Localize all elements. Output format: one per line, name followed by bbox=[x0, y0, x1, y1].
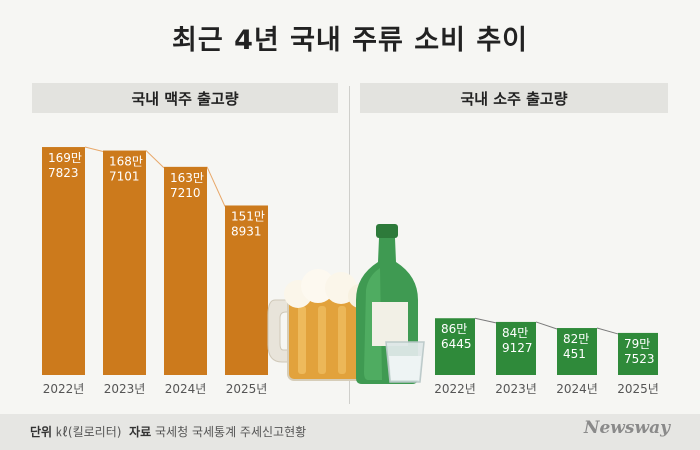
beer-bar-label: 168만 bbox=[109, 155, 143, 169]
beer-year-label: 2022년 bbox=[43, 382, 85, 396]
beer-year-label: 2025년 bbox=[226, 382, 268, 396]
beer-bar-label: 151만 bbox=[231, 209, 265, 223]
soju-bar-label: 7523 bbox=[624, 352, 655, 366]
panel-divider bbox=[349, 86, 350, 404]
beer-bar-label: 169만 bbox=[48, 151, 82, 165]
soju-bar-label: 82만 bbox=[563, 332, 589, 346]
beer-year-label: 2023년 bbox=[104, 382, 146, 396]
beer-trend-segment bbox=[206, 166, 226, 207]
soju-bar-label: 86만 bbox=[441, 322, 467, 336]
soju-bar bbox=[618, 332, 658, 375]
beer-bar bbox=[103, 150, 146, 375]
soju-year-label: 2025년 bbox=[617, 382, 659, 396]
soju-chart-title: 국내 소주 출고량 bbox=[360, 83, 668, 113]
beer-bar-label: 7210 bbox=[170, 186, 201, 200]
footer-bar bbox=[0, 414, 700, 450]
soju-trend-segment bbox=[596, 327, 619, 335]
soju-trend-segment bbox=[535, 321, 558, 330]
soju-year-label: 2022년 bbox=[434, 382, 476, 396]
beer-mug-icon bbox=[267, 269, 374, 381]
soju-bar-label: 84만 bbox=[502, 326, 528, 340]
beer-bar bbox=[164, 166, 207, 375]
beer-bar-label: 163만 bbox=[170, 171, 204, 185]
beer-chart-title: 국내 맥주 출고량 bbox=[32, 83, 338, 113]
beer-bar bbox=[42, 147, 85, 375]
soju-trend-segment bbox=[474, 317, 497, 324]
soju-bar bbox=[557, 328, 597, 375]
newsway-logo: Newsway bbox=[583, 418, 670, 438]
unit-label: 단위 bbox=[30, 425, 53, 439]
beer-trend-segment bbox=[84, 146, 104, 153]
source-label: 자료 bbox=[129, 425, 152, 439]
page-title: 최근 4년 국내 주류 소비 추이 bbox=[171, 25, 529, 56]
soju-bar bbox=[435, 318, 475, 375]
soju-bar-label: 6445 bbox=[441, 337, 472, 351]
soju-bar-label: 79만 bbox=[624, 337, 650, 351]
soju-bar-label: 9127 bbox=[502, 341, 533, 355]
beer-bar bbox=[225, 205, 268, 375]
soju-bar-label: 451 bbox=[563, 347, 586, 361]
source-value: 국세청 국세통계 주세신고현황 bbox=[155, 425, 307, 439]
beer-year-label: 2024년 bbox=[165, 382, 207, 396]
beer-bar-label: 7823 bbox=[48, 166, 79, 180]
beer-trend-segment bbox=[145, 150, 165, 169]
beer-bar-label: 7101 bbox=[109, 170, 140, 184]
footer-note: 단위 ㎘(킬로리터) 자료 국세청 국세통계 주세신고현황 bbox=[30, 423, 306, 440]
soju-year-label: 2023년 bbox=[495, 382, 537, 396]
shot-glass-icon bbox=[385, 341, 425, 383]
unit-value: ㎘(킬로리터) bbox=[55, 425, 122, 439]
soju-year-label: 2024년 bbox=[556, 382, 598, 396]
beer-bar-label: 8931 bbox=[231, 224, 262, 238]
soju-bar bbox=[496, 321, 536, 375]
